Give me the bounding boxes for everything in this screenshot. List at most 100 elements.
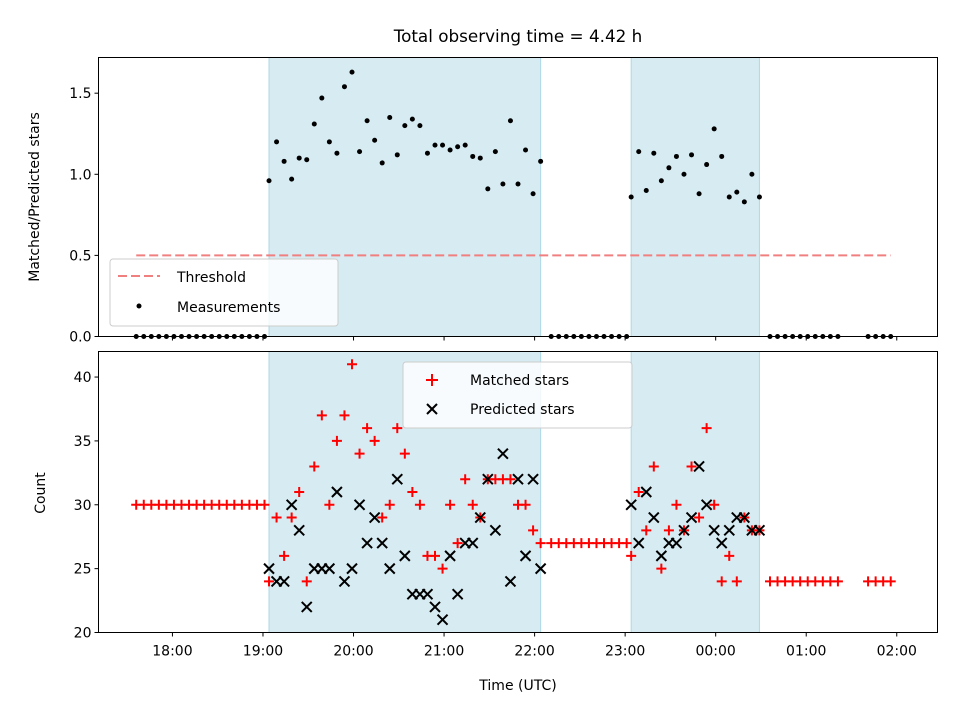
- matched-star-point: [648, 461, 659, 472]
- measurement-point: [507, 118, 513, 124]
- matched-stars-points: [131, 359, 896, 587]
- predicted-star-point: [753, 524, 766, 537]
- legend-matched-label: Matched stars: [470, 373, 569, 389]
- matched-star-point: [686, 461, 697, 472]
- legend-predicted-label: Predicted stars: [470, 402, 575, 418]
- predicted-star-point: [451, 588, 464, 600]
- matched-star-point: [885, 576, 896, 587]
- legend-measurement-swatch: [136, 303, 142, 309]
- measurement-point: [492, 149, 498, 155]
- measurement-point: [726, 194, 732, 200]
- matched-star-point: [392, 423, 403, 434]
- x-tick-label: 20:00: [333, 644, 373, 660]
- measurement-point: [417, 123, 423, 129]
- measurement-point: [349, 69, 355, 75]
- measurement-point: [636, 149, 642, 155]
- measurement-point: [364, 118, 370, 124]
- chart-title: Total observing time = 4.42 h: [393, 26, 643, 46]
- matched-star-point: [362, 423, 373, 434]
- predicted-star-point: [467, 537, 479, 549]
- predicted-star-point: [361, 537, 373, 549]
- matched-star-point: [377, 512, 388, 523]
- predicted-star-point: [670, 537, 683, 549]
- matched-star-point: [528, 525, 539, 536]
- measurement-point: [281, 158, 287, 164]
- bottom-legend: Matched stars Predicted stars: [402, 361, 633, 429]
- matched-star-point: [716, 576, 727, 587]
- matched-star-point: [264, 576, 275, 587]
- legend-matched-swatch: [426, 374, 438, 386]
- predicted-star-point: [429, 601, 441, 613]
- top-panel: 0.0 0.5 1.0 1.5 Matched/Predicted stars Thr…: [27, 57, 938, 346]
- top-x-ticks: [171, 336, 898, 341]
- predicted-star-point: [489, 524, 502, 537]
- measurement-point: [673, 153, 679, 159]
- predicted-star-point: [519, 550, 532, 562]
- measurement-point: [477, 155, 483, 161]
- measurement-point: [681, 171, 687, 177]
- y-tick-label: 1.0: [69, 167, 91, 183]
- bottom-y-axis: 20 25 30 35 40: [74, 370, 99, 642]
- predicted-star-point: [655, 550, 668, 562]
- bottom-x-axis: 18:00 19:00 20:00 21:00 22:00 23:00 00:00 01:00…: [152, 632, 917, 660]
- predicted-star-point: [353, 499, 366, 511]
- predicted-star-point: [708, 524, 720, 537]
- measurement-point: [432, 142, 438, 148]
- matched-star-point: [535, 538, 546, 549]
- predicted-star-point: [527, 473, 539, 485]
- top-shaded-intervals: [268, 57, 760, 337]
- matched-star-point: [324, 499, 335, 510]
- measurement-point: [334, 150, 340, 156]
- predicted-star-point: [285, 499, 298, 511]
- x-tick-label: 18:00: [152, 644, 192, 660]
- measurement-point: [326, 139, 332, 145]
- matched-star-point: [832, 576, 843, 587]
- matched-star-point: [271, 512, 282, 523]
- measurement-point: [409, 116, 415, 122]
- predicted-star-point: [504, 575, 517, 588]
- measurement-point: [311, 121, 317, 127]
- predicted-star-point: [399, 550, 411, 562]
- predicted-star-point: [421, 588, 434, 600]
- measurement-point: [455, 144, 461, 150]
- predicted-star-point: [678, 524, 690, 537]
- measurement-points: [133, 69, 894, 339]
- matched-star-point: [694, 512, 705, 523]
- measurement-point: [756, 194, 762, 200]
- matched-star-point: [656, 563, 667, 574]
- measurement-point: [741, 199, 747, 205]
- matched-star-point: [384, 499, 395, 510]
- shaded-interval: [630, 57, 760, 337]
- matched-star-point: [724, 550, 735, 561]
- measurement-point: [530, 191, 536, 197]
- predicted-star-point: [376, 537, 388, 549]
- y-tick-label: 1.5: [69, 86, 91, 102]
- top-legend-box: [109, 258, 339, 327]
- top-y-axis-label: Matched/Predicted stars: [27, 112, 43, 282]
- measurement-point: [304, 157, 310, 163]
- predicted-star-point: [278, 575, 290, 588]
- bottom-legend-box: [402, 361, 633, 429]
- bottom-y-axis-label: Count: [33, 472, 49, 514]
- y-tick-label: 30: [74, 498, 92, 514]
- measurement-point: [341, 84, 347, 90]
- matched-star-point: [259, 499, 270, 510]
- matched-star-point: [467, 499, 478, 510]
- matched-star-point: [701, 423, 712, 434]
- predicted-star-point: [293, 524, 305, 537]
- predicted-star-point: [384, 562, 396, 575]
- bottom-panel: 20 25 30 35 40 18:00 19:00 20:00 21:00 22:00 23:0…: [33, 351, 938, 694]
- predicted-star-point: [436, 614, 449, 626]
- predicted-star-point: [534, 562, 547, 575]
- measurement-point: [515, 181, 521, 187]
- matched-star-point: [520, 499, 531, 510]
- matched-star-point: [294, 487, 305, 497]
- measurement-point: [696, 191, 702, 197]
- predicted-star-point: [474, 511, 486, 524]
- y-tick-label: 25: [74, 562, 92, 578]
- legend-threshold-label: Threshold: [176, 270, 246, 286]
- measurement-point: [387, 115, 393, 121]
- matched-star-point: [452, 538, 463, 549]
- measurement-point: [379, 160, 385, 166]
